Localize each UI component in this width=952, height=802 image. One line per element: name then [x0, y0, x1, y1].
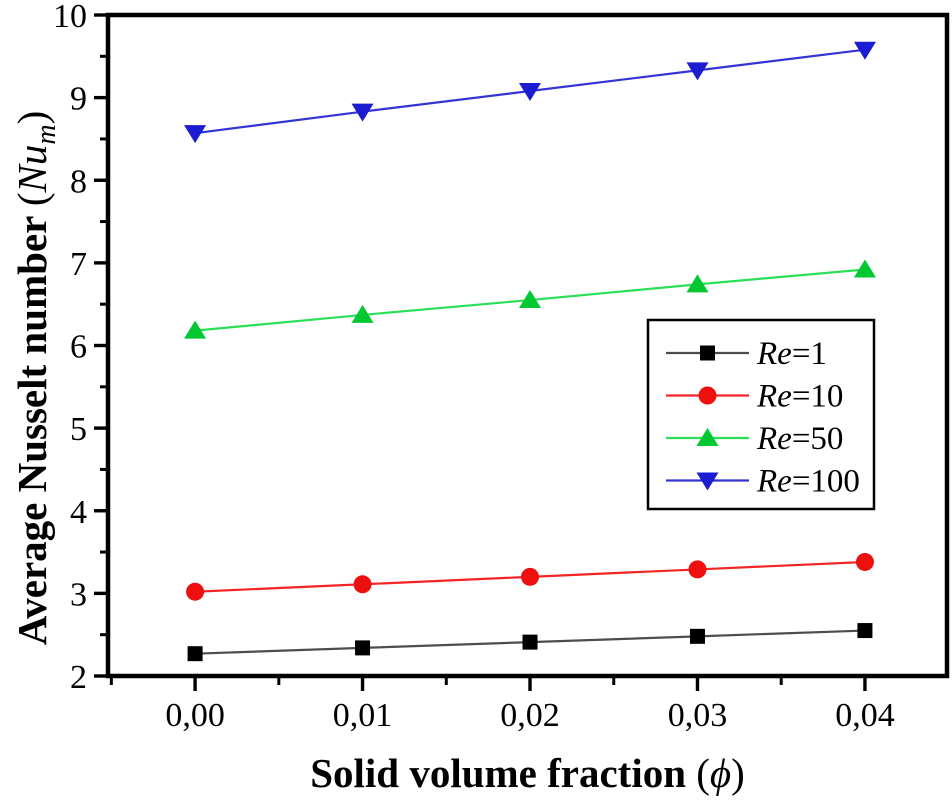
- data-point-marker: [855, 552, 874, 571]
- x-tick-label: 0,03: [668, 697, 728, 734]
- data-point-marker: [351, 304, 374, 323]
- data-point-marker: [519, 290, 542, 309]
- y-tick-label: 9: [70, 81, 87, 118]
- legend-marker: [698, 386, 717, 405]
- y-tick-label: 7: [70, 246, 87, 283]
- y-axis-title: Average Nusselt number (Num): [9, 111, 62, 646]
- data-point-marker: [857, 623, 873, 639]
- x-axis-title: Solid volume fraction (ϕ): [310, 750, 745, 796]
- x-tick-label: 0,04: [835, 697, 895, 734]
- legend-entry: Re=50: [666, 421, 843, 457]
- y-tick-label: 10: [53, 0, 87, 35]
- x-tick-label: 0,02: [500, 697, 560, 734]
- legend-entry: Re=1: [666, 336, 827, 372]
- y-tick-label: 5: [70, 411, 87, 448]
- series-re-100: [184, 41, 876, 144]
- y-tick-label: 2: [70, 659, 87, 696]
- data-point-marker: [519, 83, 542, 102]
- legend-label: Re=10: [756, 379, 843, 415]
- data-point-marker: [355, 640, 371, 656]
- data-point-marker: [186, 582, 205, 601]
- data-point-marker: [184, 320, 207, 339]
- legend-box: [646, 318, 876, 511]
- y-tick-label: 6: [70, 329, 87, 366]
- data-point-marker: [522, 634, 538, 650]
- legend-label: Re=1: [756, 336, 827, 372]
- y-tick-label: 3: [70, 576, 87, 613]
- legend-marker: [700, 345, 715, 361]
- legend-marker: [696, 472, 719, 491]
- legend-marker: [696, 428, 719, 446]
- y-tick-label: 8: [70, 163, 87, 200]
- data-point-marker: [686, 274, 709, 293]
- data-point-marker: [853, 259, 876, 278]
- data-point-marker: [853, 41, 876, 60]
- legend-entry: Re=10: [666, 379, 843, 415]
- y-tick-label: 4: [70, 494, 87, 531]
- legend-label: Re=100: [756, 464, 860, 500]
- x-tick-label: 0,01: [333, 697, 393, 734]
- data-point-marker: [187, 646, 203, 662]
- data-point-marker: [686, 62, 709, 81]
- x-tick-label: 0,00: [165, 697, 225, 734]
- legend: Re=1 Re=10 Re=50 Re=100: [646, 318, 876, 511]
- series-re-10: [186, 552, 874, 601]
- data-point-marker: [353, 575, 372, 594]
- plot-frame: [105, 12, 950, 679]
- data-point-marker: [688, 560, 707, 579]
- data-point-marker: [351, 103, 374, 122]
- legend-label: Re=50: [756, 421, 843, 457]
- data-point-marker: [184, 125, 207, 144]
- data-point-marker: [521, 567, 540, 586]
- series-re-1: [187, 623, 873, 662]
- data-point-marker: [689, 628, 705, 644]
- legend-entry: Re=100: [666, 464, 860, 500]
- series-re-50: [184, 259, 876, 339]
